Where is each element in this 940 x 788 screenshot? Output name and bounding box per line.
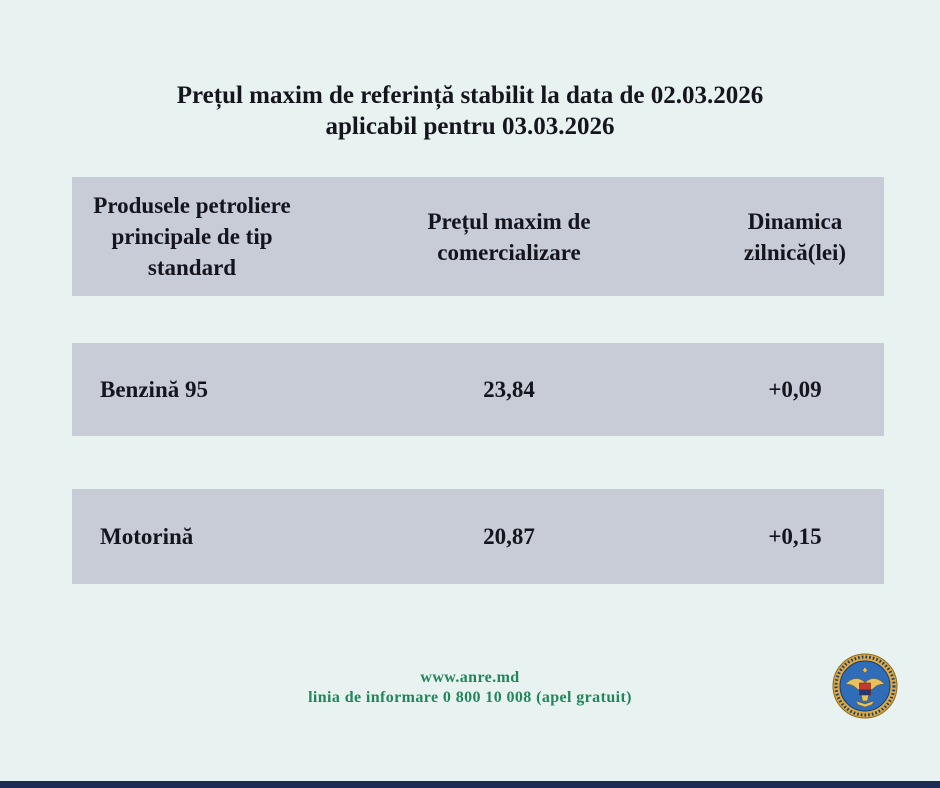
- table-header: Produsele petroliere principale de tip s…: [72, 177, 884, 296]
- product-price: 20,87: [483, 523, 535, 549]
- bottom-border-bar: [0, 781, 940, 788]
- page-title: Prețul maxim de referință stabilit la da…: [0, 80, 940, 142]
- header-products: Produsele petroliere principale de tip s…: [93, 193, 291, 280]
- moldova-state-emblem-icon: [832, 653, 898, 719]
- product-name: Benzină 95: [100, 376, 208, 402]
- product-name: Motorină: [100, 523, 194, 549]
- header-daily-dynamic: Dinamica zilnică(lei): [743, 208, 847, 265]
- website-text: www.anre.md: [420, 669, 520, 686]
- table-row: Benzină 95 23,84 +0,09: [72, 343, 884, 436]
- title-line-2: aplicabil pentru 03.03.2026: [325, 113, 615, 140]
- price-dynamic: +0,15: [768, 523, 822, 549]
- product-price: 23,84: [483, 376, 535, 402]
- info-line-text: linia de informare 0 800 10 008 (apel gr…: [308, 689, 632, 706]
- title-line-1: Prețul maxim de referință stabilit la da…: [176, 82, 764, 109]
- footer-contact: www.anre.md linia de informare 0 800 10 …: [0, 668, 940, 708]
- table-row: Motorină 20,87 +0,15: [72, 489, 884, 584]
- header-max-price: Prețul maxim de comercializare: [427, 208, 591, 265]
- price-dynamic: +0,09: [768, 376, 822, 402]
